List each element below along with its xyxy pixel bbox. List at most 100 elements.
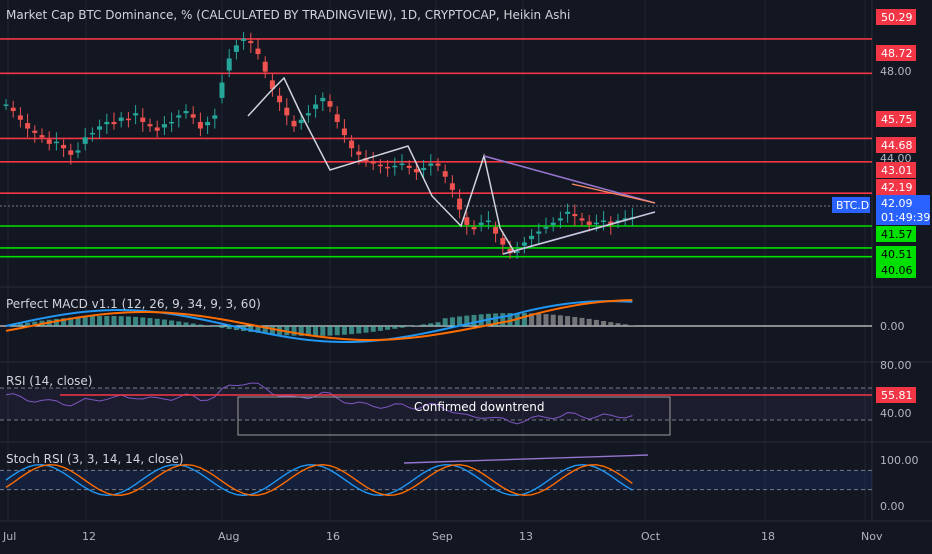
candle-body: [580, 218, 585, 220]
macd-histogram-bar: [126, 317, 131, 326]
macd-histogram-bar: [320, 326, 325, 336]
candle-body: [328, 101, 333, 106]
candle-body: [83, 137, 88, 144]
current-price-value: 42.09: [881, 197, 913, 210]
price-tag-label: 40.06: [881, 264, 913, 277]
candle-body: [356, 152, 361, 155]
macd-histogram-bar: [378, 326, 383, 331]
candle-body: [76, 150, 81, 152]
candle-body: [450, 183, 455, 190]
price-tag-label: 50.29: [881, 11, 913, 24]
macd-histogram-bar: [313, 326, 318, 336]
y-tick-label: 48.00: [880, 65, 912, 78]
candle-body: [119, 118, 124, 121]
candle-body: [126, 119, 131, 121]
candle-body: [292, 121, 297, 126]
macd-histogram-bar: [198, 325, 203, 326]
candle-body: [349, 141, 354, 149]
macd-histogram-bar: [133, 317, 138, 326]
candle-body: [198, 122, 203, 129]
price-tag-label: 42.19: [881, 181, 913, 194]
macd-histogram-bar: [371, 326, 376, 332]
stoch-y-tick: 100.00: [880, 454, 919, 467]
candle-body: [320, 98, 325, 101]
candle-body: [536, 231, 541, 233]
price-tag-label: 45.75: [881, 113, 913, 126]
rsi-title: RSI (14, close): [6, 374, 92, 388]
candle-body: [479, 223, 484, 225]
macd-histogram-bar: [140, 317, 145, 326]
macd-histogram-bar: [83, 317, 88, 326]
x-tick-label: 18: [761, 530, 775, 543]
macd-histogram-bar: [544, 314, 549, 326]
macd-histogram-bar: [356, 326, 361, 333]
macd-histogram-bar: [385, 326, 390, 330]
annotation-text: Confirmed downtrend: [414, 400, 544, 414]
macd-histogram-bar: [436, 322, 441, 326]
macd-histogram-bar: [558, 315, 563, 326]
candle-body: [248, 41, 253, 43]
price-tag-label: 44.68: [881, 139, 913, 152]
candle-body: [400, 164, 405, 166]
rsi-price-tag-label: 55.81: [881, 389, 913, 402]
macd-histogram-bar: [112, 316, 117, 326]
candle-body: [565, 212, 570, 214]
candle-body: [169, 122, 174, 124]
candle-body: [306, 113, 311, 115]
candle-body: [392, 166, 397, 168]
candle-body: [335, 114, 340, 122]
candle-body: [407, 166, 412, 168]
candle-body: [313, 104, 318, 108]
candle-body: [464, 217, 469, 225]
macd-histogram-bar: [191, 323, 196, 326]
candle-body: [500, 238, 505, 245]
rsi-y-tick: 80.00: [880, 359, 912, 372]
macd-histogram-bar: [580, 318, 585, 326]
x-tick-label: 12: [82, 530, 96, 543]
stoch-trend-line: [404, 455, 648, 463]
candle-body: [371, 161, 376, 163]
macd-histogram-bar: [335, 326, 340, 335]
countdown-label: 01:49:39: [881, 211, 930, 224]
macd-title: Perfect MACD v1.1 (12, 26, 9, 34, 9, 3, …: [6, 297, 261, 311]
candle-body: [104, 122, 109, 124]
stoch-y-tick: 0.00: [880, 500, 905, 513]
candle-body: [428, 164, 433, 166]
candle-body: [472, 227, 477, 229]
x-tick-label: 13: [519, 530, 533, 543]
candle-body: [4, 104, 9, 106]
macd-y-tick: 0.00: [880, 320, 905, 333]
candle-body: [234, 45, 239, 52]
macd-histogram-bar: [349, 326, 354, 334]
macd-histogram-bar: [392, 326, 397, 329]
candle-body: [205, 122, 210, 125]
price-tag-label: 41.57: [881, 228, 913, 241]
candle-body: [40, 135, 45, 137]
macd-histogram-bar: [119, 316, 124, 326]
chart-title: Market Cap BTC Dominance, % (CALCULATED …: [6, 8, 570, 22]
candle-body: [176, 115, 181, 117]
candle-body: [140, 118, 145, 122]
macd-histogram-bar: [97, 316, 102, 326]
symbol-label: BTC.D: [836, 199, 869, 212]
candle-body: [522, 242, 527, 245]
macd-histogram-bar: [407, 326, 412, 327]
candle-body: [11, 108, 16, 111]
candle-body: [414, 169, 419, 172]
candle-body: [162, 124, 167, 127]
candle-body: [227, 58, 232, 70]
candle-body: [184, 111, 189, 113]
candle-body: [133, 113, 138, 115]
rsi-y-tick: 40.00: [880, 407, 912, 420]
price-tag-label: 48.72: [881, 47, 913, 60]
macd-histogram-bar: [400, 326, 405, 328]
macd-histogram-bar: [551, 315, 556, 326]
macd-histogram-bar: [176, 321, 181, 326]
candle-body: [529, 236, 534, 239]
candle-body: [256, 49, 261, 54]
macd-histogram-bar: [364, 326, 369, 333]
macd-histogram-bar: [500, 313, 505, 326]
candle-body: [421, 168, 426, 170]
